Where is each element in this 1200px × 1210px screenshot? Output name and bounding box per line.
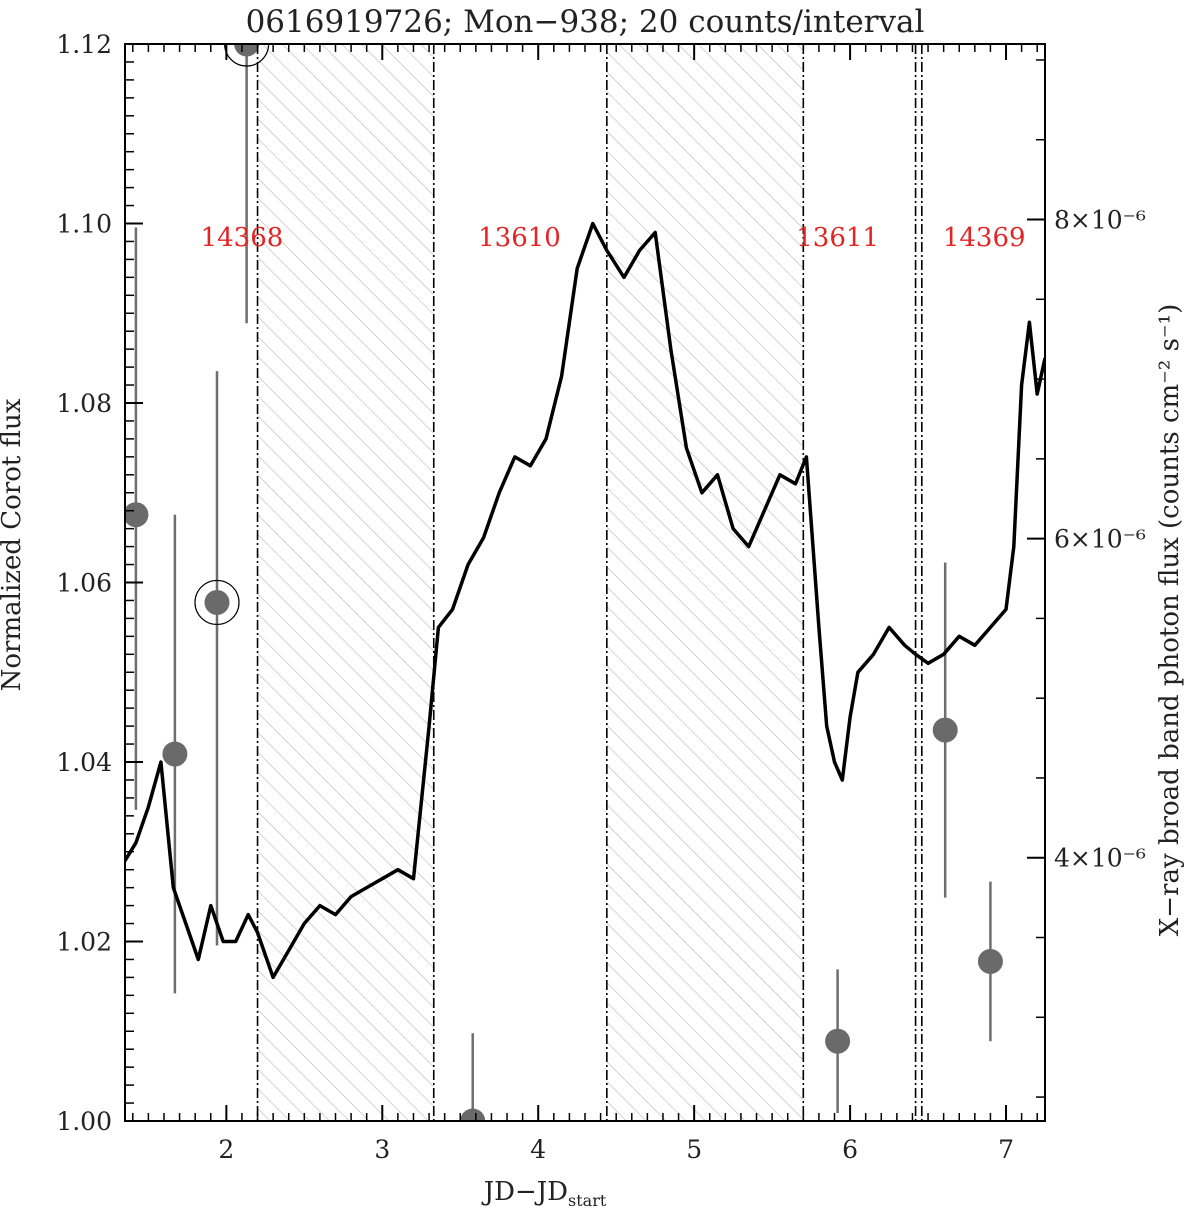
x-axis-label: JD−JDstart [481, 1177, 607, 1210]
x-tick-label-2: 2 [218, 1135, 234, 1164]
x-axis-label-sub: start [568, 1191, 607, 1210]
y-tick-label-4: 1.08 [56, 389, 112, 418]
y-tick-label-5: 1.10 [56, 210, 112, 239]
x-tick-label-5: 5 [686, 1135, 702, 1164]
y-axis-label: Normalized Corot flux [0, 398, 27, 691]
xray-flux-points [125, 44, 1003, 1121]
hatched-gap-1 [606, 44, 804, 1121]
observation-labels: 14368 13610 13611 14369 [201, 223, 1026, 253]
y2-tick-label-2: 8×10⁻⁶ [1054, 206, 1146, 235]
obs-label-14369: 14369 [943, 223, 1026, 253]
xray-point-2 [204, 589, 230, 615]
xray-point-3 [234, 44, 260, 57]
y-tick-label-1: 1.02 [56, 928, 112, 957]
hatched-gap-0 [257, 44, 434, 1121]
hatched-gaps [257, 44, 804, 1121]
corot-flux-line [125, 221, 1045, 980]
obs-label-14368: 14368 [201, 223, 284, 253]
y-tick-label-2: 1.04 [56, 748, 112, 777]
x-tick-label-4: 4 [530, 1135, 546, 1164]
y2-axis-label: X−ray broad band photon flux (counts cm⁻… [1155, 304, 1185, 936]
y2-tick-label-1: 6×10⁻⁶ [1054, 525, 1146, 554]
obs-label-13611: 13611 [796, 223, 879, 253]
xray-point-6 [932, 717, 958, 743]
y-tick-label-6: 1.12 [56, 30, 112, 59]
xray-point-4 [460, 1108, 486, 1121]
axis-ticks: 2 3 4 5 6 7 1.00 1.02 1.04 1.06 1.08 1.10 1.12 4×10⁻⁶… [56, 30, 1146, 1164]
obs-label-13610: 13610 [478, 223, 561, 253]
x-tick-label-3: 3 [374, 1135, 390, 1164]
y-tick-label-0: 1.00 [56, 1107, 112, 1136]
xray-point-5 [825, 1028, 851, 1054]
y2-tick-label-0: 4×10⁻⁶ [1054, 844, 1146, 873]
y-tick-label-3: 1.06 [56, 569, 112, 598]
xray-point-7 [977, 948, 1003, 974]
xray-point-0 [125, 502, 149, 528]
xray-point-1 [162, 741, 188, 767]
x-tick-label-6: 6 [842, 1135, 858, 1164]
chart-title: 0616919726; Mon−938; 20 counts/interval [246, 4, 925, 40]
corot-flux-series [125, 221, 1045, 980]
xray-highlight-ring-3 [224, 44, 270, 67]
xray-highlight-ring-2 [194, 579, 240, 626]
x-tick-label-7: 7 [998, 1135, 1014, 1164]
x-axis-label-main: JD−JD [481, 1177, 568, 1207]
